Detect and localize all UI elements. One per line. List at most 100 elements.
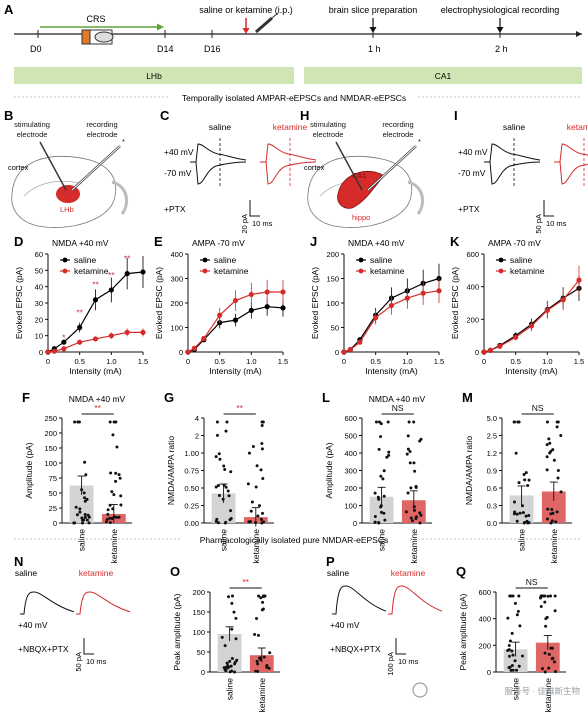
data-dot [556,469,560,473]
data-dot [114,479,118,483]
hippo-label: hippo [352,213,370,222]
crs-label: CRS [86,14,105,24]
data-point [404,295,410,301]
data-point [61,346,67,352]
y-tick-label: 200 [192,588,205,597]
data-dot [72,521,76,525]
drug-label: +NBQX+PTX [330,644,381,654]
chart-title: NMDA +40 mV [369,394,426,404]
data-dot [80,488,84,492]
y-tick-label: 400 [466,283,479,292]
data-dot [229,509,233,513]
data-dot [216,521,220,525]
data-dot [405,452,409,456]
timeline-tick-label: 2 h [495,44,508,54]
data-dot [225,661,229,665]
data-dot [224,665,228,669]
stimulating-electrode-label: stimulating [310,120,346,129]
data-point [280,305,286,311]
x-category-label: saline [517,529,527,551]
data-dot [118,476,122,480]
scale-bar [395,638,406,655]
data-point [347,346,353,353]
y-tick-label: 100 [326,299,339,308]
x-tick-label: 1.0 [106,357,116,366]
data-dot [117,515,121,519]
data-dot [511,653,515,657]
data-dot [227,494,231,498]
data-dot [232,610,236,614]
y-tick-label: 20 [35,315,43,324]
y-tick-label: 1.00 [184,449,199,458]
data-dot [385,455,389,459]
data-dot [518,624,522,628]
treatment-arrowhead [242,28,250,34]
y-tick-label: 300 [170,275,183,284]
scale-bar-y-label: 50 pA [534,214,543,234]
y-tick-label: 0.25 [184,502,199,511]
data-dot [249,509,253,513]
data-dot [75,513,79,517]
saline-trace [332,585,387,615]
data-dot [105,518,109,522]
data-dot [254,669,258,673]
data-dot [387,453,391,457]
electrode-star-icon: * [418,137,421,146]
data-dot [524,514,528,518]
data-dot [106,508,110,512]
brain-contour [23,180,83,197]
data-dot [525,519,529,523]
panel-label-f: F [22,390,30,405]
x-tick-label: 0.5 [74,357,84,366]
data-dot [545,420,549,424]
data-dot [418,521,422,525]
y-tick-label: 10 [35,332,43,341]
voltage-label-pos: +40 mV [330,620,360,630]
data-dot [406,491,410,495]
data-dot [408,450,412,454]
section-title-2: Pharmacologically isolated pure NMDAR-eE… [200,535,389,545]
data-dot [540,667,544,671]
data-dot [260,521,264,525]
data-dot [379,505,383,509]
data-dot [511,594,515,598]
data-dot [104,520,108,524]
y-tick-label: 40 [35,283,43,292]
data-point [544,307,550,313]
timeline-arrowhead [576,31,582,37]
data-dot [83,515,87,519]
data-point [140,269,146,275]
x-tick-label: 1.5 [278,357,288,366]
panel-label-d: D [14,234,23,249]
data-dot [419,513,423,517]
data-dot [114,471,118,475]
x-tick-label: 0.5 [214,357,224,366]
data-dot [511,668,515,672]
y-tick-label: 500 [344,432,357,441]
data-dot [254,485,258,489]
scale-bar-y-label: 20 pA [240,214,249,234]
data-dot [523,478,527,482]
data-point [232,297,239,304]
data-dot [553,670,557,674]
data-dot [234,616,238,620]
chart-title: NMDA +40 mV [69,394,126,404]
bar-ketamine [535,642,560,672]
x-tick-label: 1.0 [246,357,256,366]
y-tick-label: 1.2 [487,449,497,458]
x-category-label: saline [219,529,229,551]
y-tick-label: 0 [39,348,43,357]
y-tick-label: 400 [170,250,183,259]
y-tick-label: 50 [197,648,205,657]
electrode-star-icon: * [122,137,125,146]
data-dot [377,447,381,451]
data-dot [247,451,251,455]
data-dot [257,594,261,598]
data-point [280,289,286,295]
data-dot [214,455,218,459]
y-tick-label: 0 [475,348,479,357]
data-dot [556,476,560,480]
data-dot [379,435,383,439]
data-dot [546,507,550,511]
data-point [341,349,347,355]
